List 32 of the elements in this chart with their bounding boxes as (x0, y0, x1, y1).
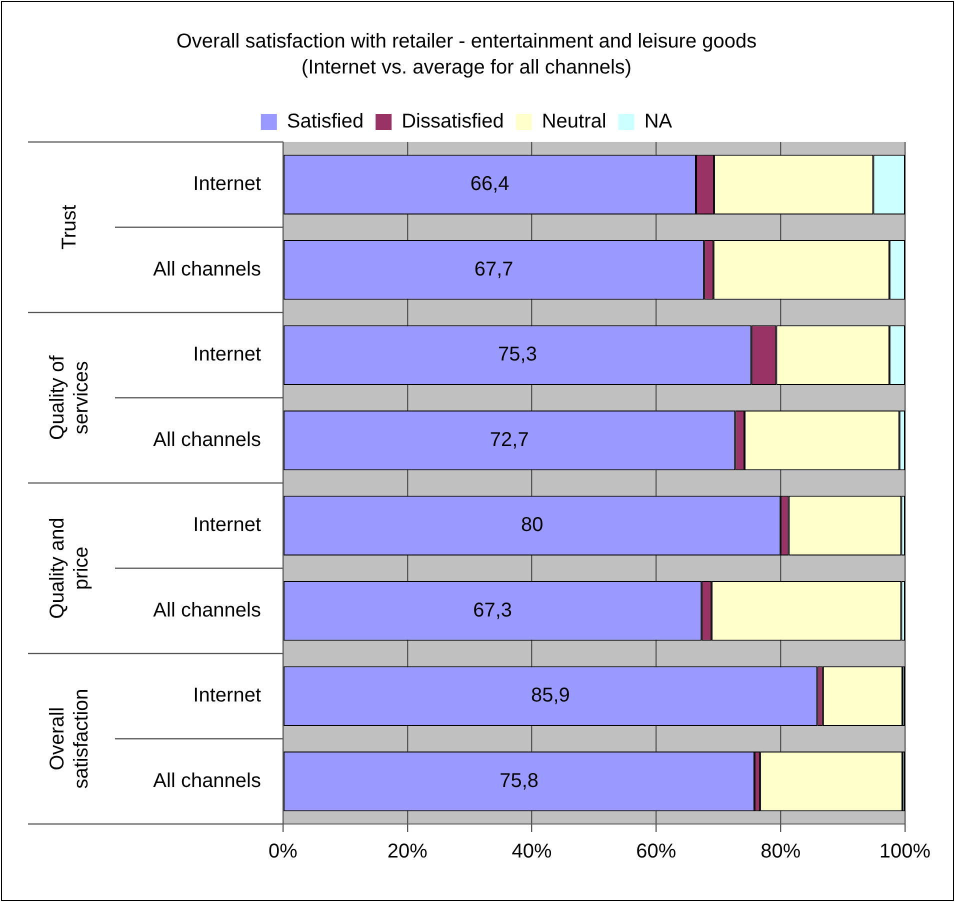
y-tick-label: Internet (193, 684, 262, 707)
data-label: 85,9 (530, 684, 570, 707)
y-tick-label: Internet (193, 344, 262, 366)
y-tick-label: All channels (153, 599, 261, 622)
y-tick-label: All channels (153, 428, 261, 451)
text: Trust (58, 204, 81, 250)
text: Quality and price (46, 518, 93, 619)
data-label: 67,7 (474, 258, 514, 280)
data-label: 75,3 (498, 344, 537, 366)
x-tick-label: 0% (268, 840, 298, 863)
chart-subtitle: (Internet vs. average for all channels) (301, 56, 632, 79)
x-tick-label: 40% (512, 840, 552, 863)
chart-title: Overall satisfaction with retailer - entertainment and leisure goods (176, 30, 757, 53)
text: Quality of services (46, 355, 93, 440)
data-label: 75,8 (500, 770, 539, 792)
data-label: 66,4 (470, 173, 510, 196)
text: Overall satisfaction (46, 688, 93, 789)
y-tick-label: All channels (153, 258, 261, 280)
data-label: 80 (520, 514, 544, 536)
legend-label: Satisfied (286, 110, 364, 133)
x-tick-label: 60% (636, 840, 676, 863)
y-tick-label: Internet (193, 514, 262, 536)
x-tick-label: 20% (387, 840, 428, 863)
y-tick-label: All channels (153, 770, 261, 792)
x-tick-label: 80% (760, 840, 801, 863)
y-tick-label: Internet (193, 173, 262, 196)
data-label: 72,7 (490, 428, 529, 451)
legend-label: Neutral (542, 110, 606, 133)
x-tick-label: 100% (879, 840, 931, 863)
legend-label: NA (644, 110, 673, 133)
data-label: 67,3 (473, 599, 512, 622)
legend-label: Dissatisfied (402, 110, 504, 133)
